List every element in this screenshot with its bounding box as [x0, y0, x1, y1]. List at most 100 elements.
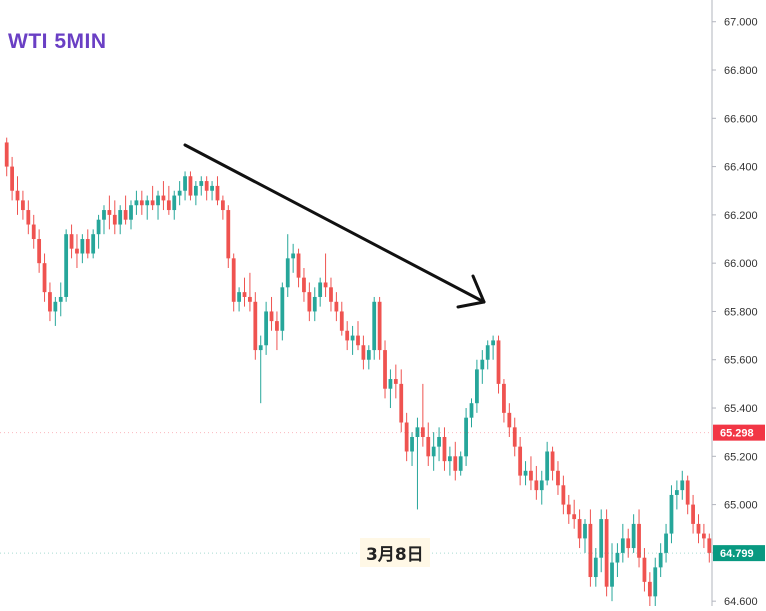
candle — [691, 494, 695, 534]
candle — [653, 557, 658, 606]
candle — [566, 494, 571, 524]
candle-body — [248, 296, 252, 302]
candle — [302, 267, 306, 302]
candle-body — [491, 340, 496, 346]
candle-body — [31, 224, 36, 240]
candle-body — [4, 142, 9, 167]
candle — [253, 292, 258, 360]
candle — [480, 350, 485, 384]
tick-label: 66.000 — [724, 258, 758, 270]
candle — [42, 253, 47, 302]
candle — [188, 171, 193, 201]
candle-body — [447, 456, 452, 462]
candle-body — [75, 248, 79, 254]
candle — [507, 403, 512, 437]
candle-body — [150, 200, 155, 206]
candle-body — [129, 205, 133, 220]
candle — [685, 475, 690, 515]
candle — [107, 195, 112, 230]
candle — [53, 296, 58, 326]
candle — [491, 335, 496, 360]
candle-body — [691, 504, 695, 524]
candle — [604, 509, 609, 597]
candle — [31, 214, 36, 249]
candle — [550, 446, 555, 481]
candle-body — [134, 200, 139, 206]
candle — [75, 234, 79, 268]
candle — [702, 523, 706, 549]
candle-body — [664, 533, 668, 553]
candle — [139, 190, 144, 215]
candle — [680, 470, 685, 500]
candle — [329, 277, 333, 312]
candle — [372, 296, 377, 360]
candle — [166, 185, 171, 215]
candle-body — [10, 166, 14, 191]
candle — [210, 181, 214, 201]
candle-body — [296, 253, 301, 278]
price-marker-badge — [713, 424, 765, 441]
candle — [356, 321, 360, 351]
candle-body — [366, 350, 371, 360]
candle-body — [220, 200, 225, 211]
candle-body — [318, 282, 323, 297]
candle — [383, 340, 387, 399]
candle — [248, 272, 252, 312]
candle — [437, 427, 441, 462]
candle-body — [53, 301, 58, 312]
candle-body — [647, 581, 652, 597]
candle — [475, 359, 479, 413]
candle — [215, 176, 220, 206]
candle-body — [702, 533, 706, 539]
candle — [102, 205, 106, 235]
candle — [264, 301, 269, 355]
candle — [285, 234, 290, 297]
candle — [447, 446, 452, 476]
candle — [350, 325, 355, 355]
candle-body — [226, 210, 231, 259]
candle-body — [285, 258, 290, 288]
candle-body — [215, 185, 220, 201]
tick-label: 65.800 — [724, 306, 758, 318]
candle-body — [539, 480, 544, 491]
candle — [318, 277, 323, 307]
candle — [458, 451, 463, 476]
candle — [37, 229, 42, 273]
candle — [58, 282, 63, 317]
candle-body — [480, 359, 485, 370]
candle-body — [556, 470, 560, 486]
candle — [637, 509, 641, 568]
candle-body — [183, 176, 187, 191]
candle — [177, 181, 182, 206]
candle-body — [523, 470, 528, 476]
tick-label: 65.000 — [724, 500, 758, 512]
candle-body — [475, 369, 479, 404]
price-axis: 67.000 66.800 66.600 66.400 66.200 66.000 65.8… — [711, 0, 758, 608]
candle-body — [107, 210, 112, 215]
candle — [426, 422, 431, 466]
candle — [599, 509, 604, 573]
candle-body — [458, 456, 463, 471]
candle — [339, 301, 344, 336]
candle — [707, 533, 712, 563]
candle-body — [64, 234, 69, 297]
candle — [642, 548, 647, 592]
candle-body — [118, 210, 123, 225]
candle-body — [593, 557, 598, 578]
candle — [280, 282, 285, 341]
candle — [404, 412, 409, 462]
candle — [129, 200, 133, 230]
candle — [118, 205, 123, 235]
candle — [172, 190, 177, 220]
candle — [572, 499, 577, 529]
candle-body — [572, 514, 577, 520]
candle — [312, 287, 317, 322]
candle-body — [312, 296, 317, 312]
candle — [21, 190, 25, 220]
candle — [464, 408, 468, 466]
candle-body — [350, 335, 355, 341]
date-label: 3月8日 — [360, 538, 430, 567]
candle-body — [85, 239, 90, 254]
candle — [647, 572, 652, 606]
candle — [96, 214, 101, 249]
